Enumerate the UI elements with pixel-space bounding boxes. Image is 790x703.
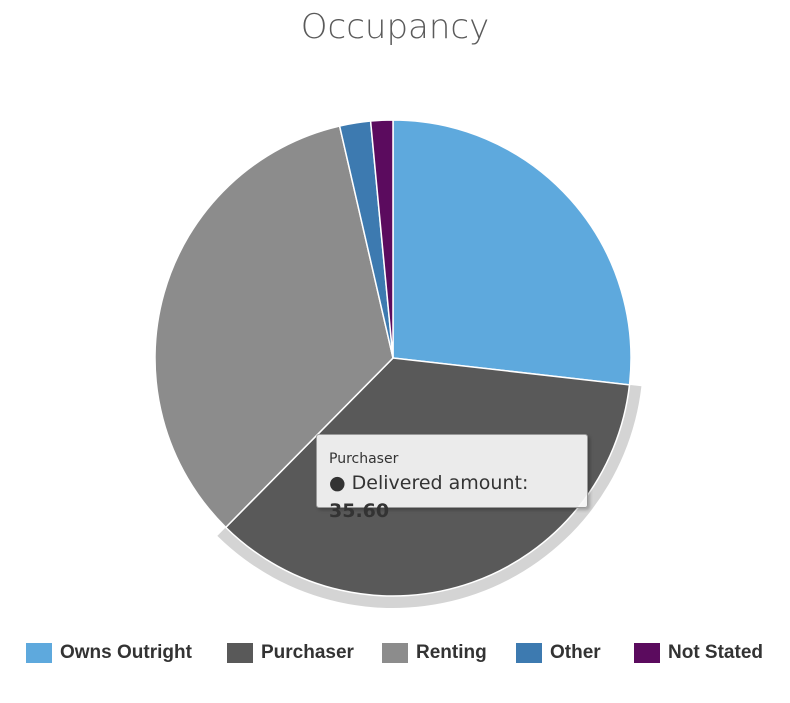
pie-slice-not-stated[interactable] (369, 119, 394, 359)
legend-label: Owns Outright (60, 642, 192, 663)
legend-swatch (634, 643, 660, 663)
legend-item-other[interactable]: Other (516, 638, 601, 668)
legend-item-renting[interactable]: Renting (382, 638, 487, 668)
pie-slice-owns-outright[interactable] (392, 119, 632, 386)
legend-item-owns-outright[interactable]: Owns Outright (26, 638, 192, 668)
legend-swatch (382, 643, 408, 663)
tooltip-category: Purchaser (329, 451, 399, 467)
legend-label: Purchaser (261, 642, 354, 663)
pie-slice-renting[interactable] (154, 125, 394, 529)
tooltip-bullet-icon: ● (329, 472, 346, 494)
chart-title: Occupancy (300, 7, 490, 47)
legend-item-purchaser[interactable]: Purchaser (227, 638, 354, 668)
tooltip-value: 35.60 (329, 500, 390, 522)
legend-item-not-stated[interactable]: Not Stated (634, 638, 763, 668)
legend: Owns Outright Purchaser Renting Other Not St… (0, 638, 790, 668)
legend-label: Renting (416, 642, 487, 663)
legend-label: Not Stated (668, 642, 763, 663)
legend-label: Other (550, 642, 601, 663)
tooltip: Purchaser ● Delivered amount: 35.60 (316, 434, 588, 522)
legend-swatch (26, 643, 52, 663)
tooltip-series-label: Delivered amount: (351, 472, 529, 494)
legend-swatch (516, 643, 542, 663)
legend-swatch (227, 643, 253, 663)
